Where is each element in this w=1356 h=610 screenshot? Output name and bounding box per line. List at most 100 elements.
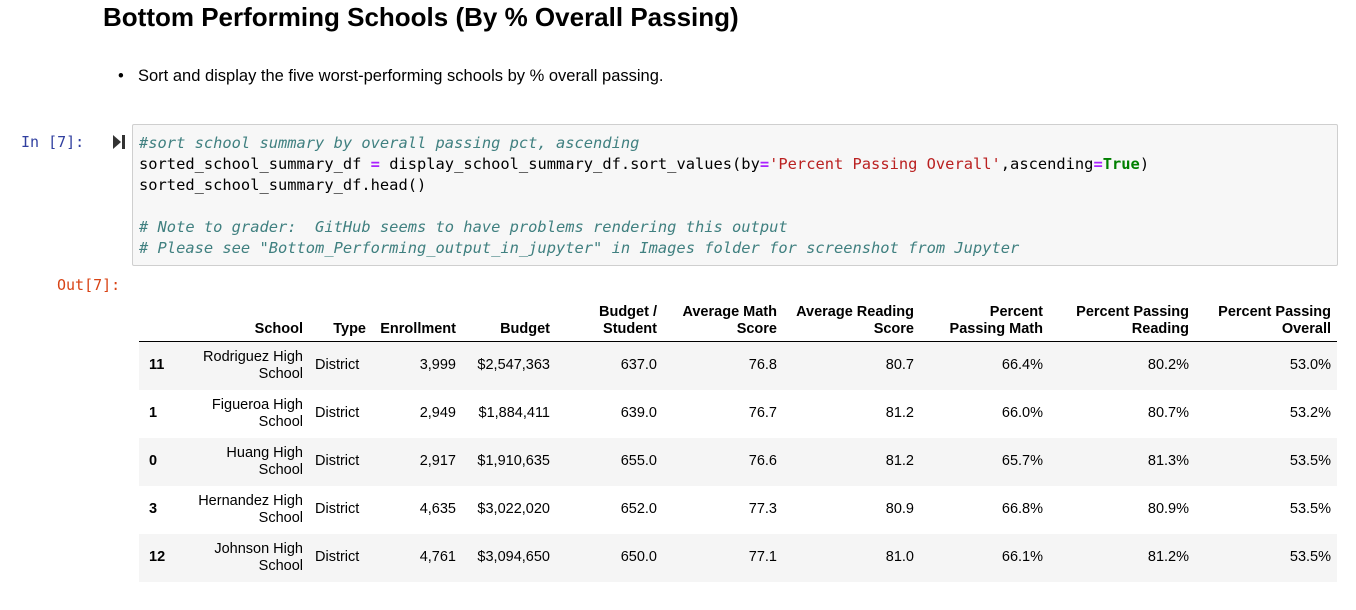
school-line: School [258, 461, 303, 478]
cell-avg-math: 77.3 [748, 501, 777, 517]
header-pct-reading: Percent Passing Reading [1049, 293, 1195, 342]
header-line: Score [736, 321, 777, 337]
header-line: Passing Math [949, 321, 1043, 337]
header-line: Average Math [682, 304, 777, 320]
code-comment: # Note to grader: GitHub seems to have p… [139, 218, 788, 236]
cell-school: Hernandez High School [183, 486, 309, 534]
cell-pct-math: 66.0% [1001, 405, 1043, 421]
cell-school: Huang High School [183, 438, 309, 486]
cell-type: District [315, 357, 360, 374]
markdown-heading: Bottom Performing Schools (By % Overall … [103, 2, 739, 32]
cell-pct-overall: 53.0% [1289, 357, 1331, 374]
cell-enrollment: 4,635 [419, 501, 456, 517]
school-line: Huang High [226, 444, 303, 461]
table-row: 11 Rodriguez High School District 3,999 $… [139, 341, 1337, 390]
code-string: 'Percent Passing Overall' [769, 155, 1001, 173]
cell-pct-math: 66.4% [1001, 357, 1043, 374]
cell-budget: $3,022,020 [477, 501, 550, 517]
code-operator: = [370, 155, 380, 173]
cell-type: District [315, 405, 360, 421]
header-line: Score [873, 321, 914, 337]
header-index [139, 293, 183, 342]
table-header-row: School Type Enrollment Budget Budget / St… [139, 293, 1337, 342]
school-line: Johnson High [214, 540, 303, 557]
code-text: display_school_summary_df.sort_values(by [379, 155, 760, 173]
cell-avg-reading: 81.2 [885, 405, 914, 421]
cell-enrollment: 3,999 [419, 357, 456, 374]
cell-enrollment: 2,949 [419, 405, 456, 421]
bullet-item: • Sort and display the five worst-perform… [118, 64, 664, 88]
school-line: School [258, 509, 303, 526]
cell-type: District [315, 501, 360, 517]
code-operator: = [759, 155, 770, 173]
cell-avg-math: 76.7 [748, 405, 777, 421]
header-school: School [183, 293, 309, 342]
code-text: sorted_school_summary_df.head() [139, 176, 427, 194]
school-line: Hernandez High [198, 492, 303, 509]
cell-school: Rodriguez High School [183, 342, 309, 390]
header-type: Type [309, 293, 372, 342]
header-line: Percent [989, 304, 1043, 320]
cell-pct-overall: 53.2% [1289, 405, 1331, 421]
code-comment: #sort school summary by overall passing … [139, 134, 640, 152]
output-prompt: Out[7]: [57, 276, 121, 294]
table-row: 12 Johnson High School District 4,761 $3,… [139, 533, 1337, 582]
cell-avg-math: 76.8 [748, 357, 777, 374]
row-index: 3 [149, 501, 158, 517]
table-row: 3 Hernandez High School District 4,635 $3… [139, 486, 1337, 534]
cell-school: Figueroa High School [183, 390, 309, 438]
code-keyword: True [1102, 155, 1140, 173]
cell-pct-reading: 81.2% [1147, 549, 1189, 565]
bullet-text: Sort and display the five worst-performi… [138, 67, 664, 85]
markdown-bullet-list: • Sort and display the five worst-perform… [118, 64, 664, 88]
cell-budget-per-student: 652.0 [620, 501, 657, 517]
cell-pct-math: 65.7% [1001, 453, 1043, 469]
row-index: 12 [149, 549, 166, 565]
table-row: 0 Huang High School District 2,917 $1,910… [139, 437, 1337, 486]
school-line: School [258, 365, 303, 382]
header-avg-math: Average Math Score [663, 293, 783, 342]
cell-enrollment: 4,761 [419, 549, 456, 565]
cell-type: District [315, 453, 360, 469]
cell-enrollment: 2,917 [419, 453, 456, 469]
input-prompt: In [7]: [21, 133, 85, 151]
school-line: School [258, 413, 303, 430]
cell-budget: $2,547,363 [477, 357, 550, 374]
cell-pct-reading: 80.2% [1147, 357, 1189, 374]
header-line: Percent Passing [1076, 304, 1189, 320]
cell-budget: $3,094,650 [477, 549, 550, 565]
header-line: Overall [1281, 321, 1331, 337]
code-editor[interactable]: #sort school summary by overall passing … [139, 133, 1149, 259]
cell-budget: $1,910,635 [477, 453, 550, 469]
cell-pct-reading: 81.3% [1147, 453, 1189, 469]
code-text: ) [1139, 155, 1150, 173]
school-line: Rodriguez High [203, 348, 303, 365]
code-cell[interactable]: #sort school summary by overall passing … [132, 124, 1338, 266]
header-line: Reading [1131, 321, 1189, 337]
step-run-icon[interactable] [112, 133, 126, 151]
cell-avg-reading: 81.0 [885, 549, 914, 565]
cell-budget-per-student: 637.0 [620, 357, 657, 374]
cell-avg-reading: 81.2 [885, 453, 914, 469]
header-line: Budget / [599, 304, 657, 320]
dataframe-table: School Type Enrollment Budget Budget / St… [139, 293, 1337, 582]
cell-budget-per-student: 655.0 [620, 453, 657, 469]
cell-budget-per-student: 650.0 [620, 549, 657, 565]
cell-pct-overall: 53.5% [1289, 501, 1331, 517]
header-enrollment: Enrollment [372, 293, 462, 342]
header-budget: Budget [462, 293, 556, 342]
cell-type: District [315, 549, 360, 565]
cell-avg-reading: 80.7 [885, 357, 914, 374]
cell-pct-reading: 80.9% [1147, 501, 1189, 517]
code-text: sorted_school_summary_df [139, 155, 371, 173]
code-operator: = [1093, 155, 1103, 173]
cell-pct-overall: 53.5% [1289, 453, 1331, 469]
cell-budget-per-student: 639.0 [620, 405, 657, 421]
header-line: Student [603, 321, 657, 337]
header-line: Percent Passing [1218, 304, 1331, 320]
bullet-icon: • [118, 67, 124, 85]
row-index: 11 [149, 357, 165, 374]
header-budget-per-student: Budget / Student [556, 293, 663, 342]
header-pct-overall: Percent Passing Overall [1195, 293, 1337, 342]
cell-school: Johnson High School [183, 534, 309, 582]
